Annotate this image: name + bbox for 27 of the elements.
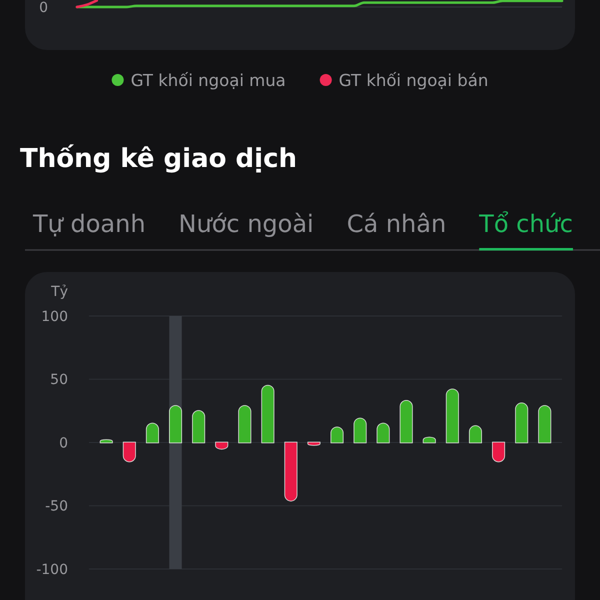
bar bbox=[376, 422, 390, 444]
text: Tự doanh bbox=[32, 210, 146, 238]
y-tick-label: 50 bbox=[50, 372, 68, 388]
y-tick-label: -100 bbox=[36, 562, 68, 578]
bar bbox=[354, 418, 367, 444]
y-tick-label: 100 bbox=[41, 308, 68, 325]
bar bbox=[146, 422, 159, 444]
y-axis-title: Tỷ bbox=[50, 284, 68, 300]
text: Cá nhân bbox=[346, 210, 446, 238]
y-tick-label: -50 bbox=[45, 498, 68, 515]
legend-label: GT khối ngoại mua bbox=[130, 70, 286, 90]
bar bbox=[122, 442, 136, 462]
y-tick-label: 0 bbox=[59, 435, 68, 452]
bar bbox=[492, 442, 506, 462]
bar bbox=[192, 410, 206, 444]
bar bbox=[169, 405, 182, 444]
bar bbox=[400, 400, 413, 444]
bar bbox=[538, 405, 552, 444]
bar bbox=[261, 384, 274, 444]
legend-label: GT khối ngoại bán bbox=[338, 70, 488, 90]
chart-title: Thống kê giao dịch bbox=[20, 144, 297, 174]
chart-subtitle: Tổ chức bbox=[478, 210, 573, 238]
bar bbox=[284, 442, 298, 502]
bar bbox=[446, 388, 459, 444]
bar bbox=[238, 405, 252, 444]
bar bbox=[515, 402, 528, 444]
text: Nước ngoài bbox=[178, 210, 314, 238]
